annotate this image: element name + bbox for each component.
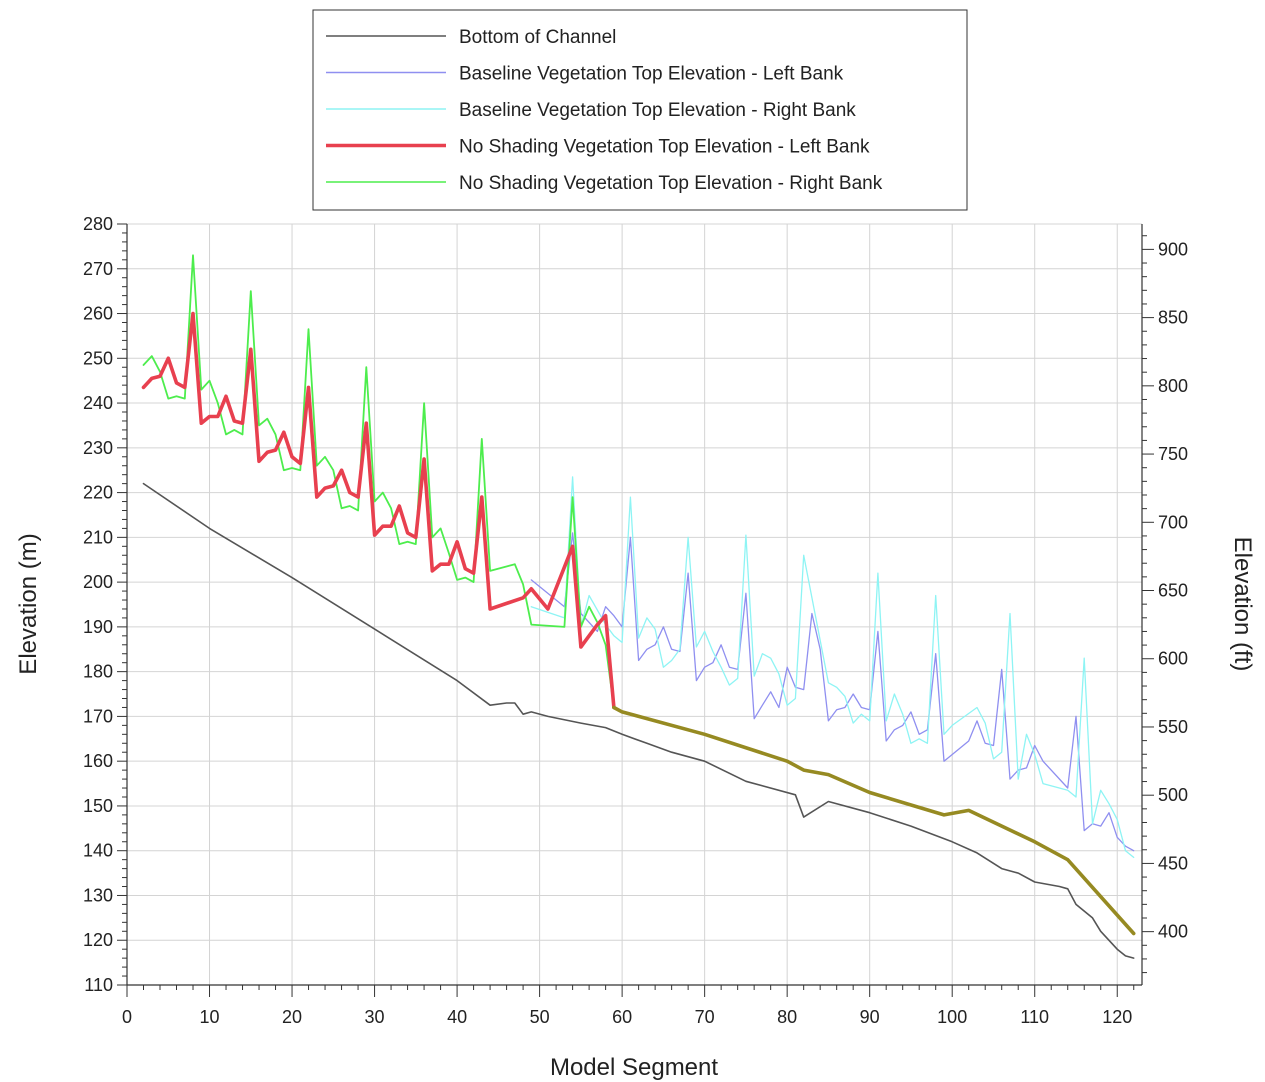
y2-tick-label: 400 <box>1158 922 1188 942</box>
x-tick-label: 30 <box>365 1007 385 1027</box>
legend-entry: Bottom of Channel <box>459 27 616 48</box>
series-line-5 <box>612 705 1136 936</box>
y2-axis-label: Elevation (ft) <box>1229 537 1256 672</box>
series-line-4 <box>141 311 616 710</box>
x-tick-label: 50 <box>530 1007 550 1027</box>
legend-box <box>312 9 968 211</box>
y-tick-label: 150 <box>83 796 113 816</box>
x-tick-label: 70 <box>695 1007 715 1027</box>
y-tick-label: 130 <box>83 885 113 905</box>
y-tick-label: 280 <box>83 214 113 234</box>
y-tick-label: 190 <box>83 617 113 637</box>
y2-tick-label: 850 <box>1158 308 1188 328</box>
x-tick-label: 120 <box>1102 1007 1132 1027</box>
y-tick-label: 160 <box>83 751 113 771</box>
legend-entry: No Shading Vegetation Top Elevation - Le… <box>459 137 870 158</box>
series-line-0 <box>142 482 1135 959</box>
y-tick-label: 240 <box>83 393 113 413</box>
y2-tick-label: 600 <box>1158 649 1188 669</box>
y-axis-label: Elevation (m) <box>15 533 42 674</box>
y2-tick-label: 650 <box>1158 581 1188 601</box>
y2-tick-label: 450 <box>1158 853 1188 873</box>
x-tick-label: 110 <box>1020 1007 1049 1027</box>
y2-tick-label: 750 <box>1158 444 1188 464</box>
series-layer <box>141 254 1136 959</box>
x-tick-label: 0 <box>122 1007 132 1027</box>
y-tick-label: 250 <box>83 348 113 368</box>
y-tick-label: 140 <box>83 841 113 861</box>
series-line-1 <box>530 532 1135 852</box>
legend-entry: Baseline Vegetation Top Elevation - Left… <box>459 64 844 85</box>
y-tick-label: 120 <box>83 930 113 950</box>
x-tick-label: 10 <box>200 1007 220 1027</box>
y2-tick-label: 800 <box>1158 376 1188 396</box>
legend: Bottom of Channel Baseline Vegetation Top… <box>312 9 968 211</box>
x-tick-label: 20 <box>282 1007 302 1027</box>
y2-tick-label: 550 <box>1158 717 1188 737</box>
y-tick-label: 270 <box>83 259 113 279</box>
axes-layer: 1101201301401501601701801902002102202302… <box>83 214 1188 1027</box>
y-tick-label: 230 <box>83 438 113 458</box>
x-tick-label: 80 <box>777 1007 797 1027</box>
x-tick-label: 100 <box>937 1007 967 1027</box>
x-tick-label: 90 <box>860 1007 880 1027</box>
x-tick-label: 40 <box>447 1007 467 1027</box>
y-tick-label: 210 <box>83 527 113 547</box>
x-tick-label: 60 <box>612 1007 632 1027</box>
grid-lines <box>126 223 1142 986</box>
y-tick-label: 200 <box>83 572 113 592</box>
y-tick-label: 220 <box>83 483 113 503</box>
y-tick-label: 110 <box>84 975 113 995</box>
y-tick-label: 180 <box>83 662 113 682</box>
series-line-3 <box>142 254 615 709</box>
x-axis-label: Model Segment <box>550 1054 718 1081</box>
series-line-2 <box>530 476 1135 859</box>
y-tick-label: 260 <box>83 304 113 324</box>
legend-entry: Baseline Vegetation Top Elevation - Righ… <box>459 100 856 121</box>
y2-tick-label: 500 <box>1158 785 1188 805</box>
y-tick-label: 170 <box>83 706 113 726</box>
legend-entry: No Shading Vegetation Top Elevation - Ri… <box>459 173 883 194</box>
y2-tick-label: 700 <box>1158 512 1188 532</box>
y2-tick-label: 900 <box>1158 239 1188 259</box>
